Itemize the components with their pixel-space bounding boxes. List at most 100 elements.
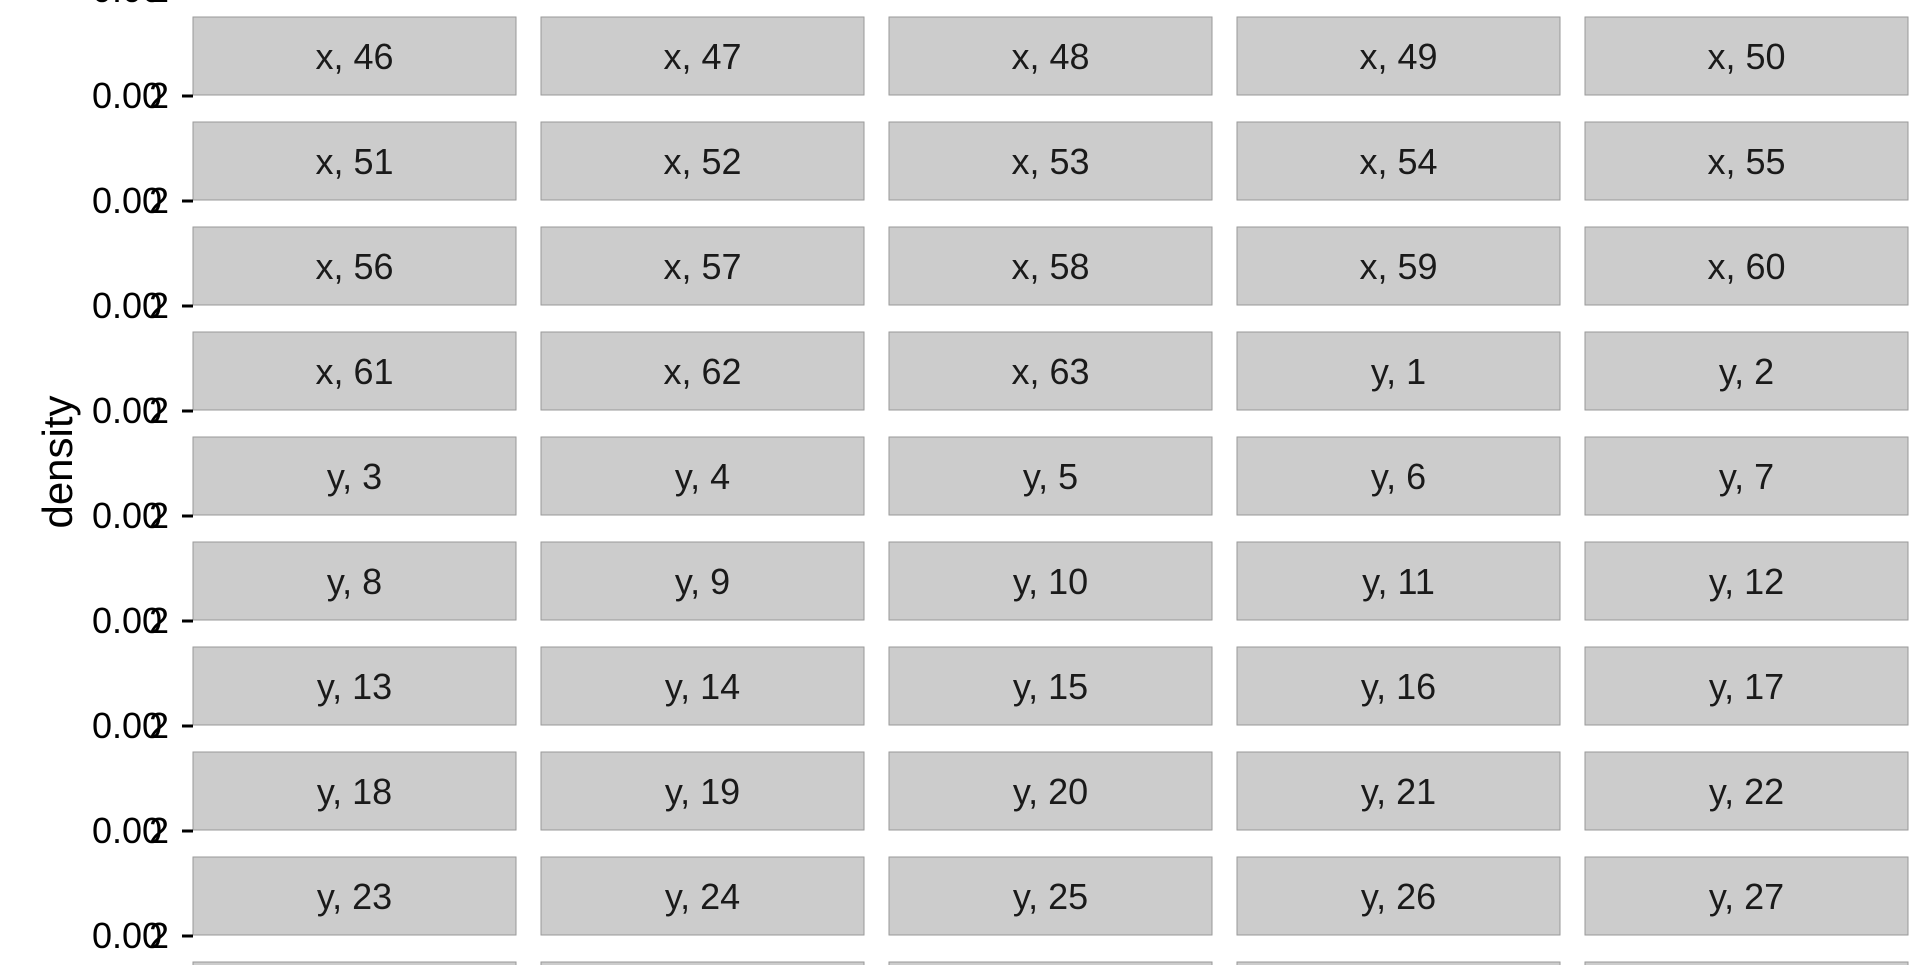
- y-tick-label: 0.00: [92, 0, 162, 10]
- y-tick-label: 0.00: [92, 285, 162, 326]
- facet-strip: [1584, 331, 1909, 411]
- facet-strip: [888, 436, 1213, 516]
- facet-strip: [540, 646, 865, 726]
- facet-strip: [192, 541, 517, 621]
- y-tick-overlap-label: 2: [149, 810, 169, 851]
- facet-strip: [1584, 751, 1909, 831]
- facet-strip: [540, 331, 865, 411]
- y-tick-overlap-label: 2: [149, 180, 169, 221]
- facet-strip: [540, 961, 865, 965]
- facet-strip: [1584, 226, 1909, 306]
- facet-strip-label: y, 17: [1709, 666, 1784, 707]
- facet-strip-label: x, 48: [1011, 36, 1089, 77]
- facet-strip: [1584, 436, 1909, 516]
- facet-strip-label: x, 56: [315, 246, 393, 287]
- facet-strip-label: y, 24: [665, 876, 740, 917]
- facet-strip: [888, 121, 1213, 201]
- facet-strip: [540, 856, 865, 936]
- facet-strip-label: y, 22: [1709, 771, 1784, 812]
- facet-strip: [1584, 541, 1909, 621]
- facet-strip-label: x, 59: [1359, 246, 1437, 287]
- y-tick-label: 0.00: [92, 705, 162, 746]
- facet-strip-label: x, 54: [1359, 141, 1437, 182]
- facet-strip: [540, 541, 865, 621]
- facet-strip-label: y, 1: [1371, 351, 1426, 392]
- facet-strip-label: y, 12: [1709, 561, 1784, 602]
- facet-strip-label: y, 26: [1361, 876, 1436, 917]
- y-tick-label: 0.00: [92, 75, 162, 116]
- facet-strip-label: y, 21: [1361, 771, 1436, 812]
- facet-strip: [540, 16, 865, 96]
- facet-strip: [1236, 226, 1561, 306]
- facet-strip-label: y, 3: [327, 456, 382, 497]
- facet-strip: [888, 751, 1213, 831]
- facet-strip: [1236, 331, 1561, 411]
- facet-strip-label: y, 23: [317, 876, 392, 917]
- y-tick-label: 0.00: [92, 915, 162, 956]
- facet-strip-label: x, 49: [1359, 36, 1437, 77]
- facet-strip: [192, 121, 517, 201]
- facet-strip: [192, 646, 517, 726]
- facet-strip-label: x, 60: [1707, 246, 1785, 287]
- facet-strip-label: x, 61: [315, 351, 393, 392]
- facet-strip: [540, 226, 865, 306]
- facet-strip: [888, 226, 1213, 306]
- facet-strip: [888, 961, 1213, 965]
- facet-strip: [1236, 541, 1561, 621]
- facet-strip: [192, 961, 517, 965]
- facet-strip: [888, 331, 1213, 411]
- facet-strip: [1236, 646, 1561, 726]
- y-tick-overlap-label: 2: [149, 705, 169, 746]
- facet-strip: [1236, 961, 1561, 965]
- facet-strip-label: y, 10: [1013, 561, 1088, 602]
- facet-strip-label: x, 51: [315, 141, 393, 182]
- facet-strip: [1584, 121, 1909, 201]
- facet-strip-label: y, 20: [1013, 771, 1088, 812]
- facet-strip: [540, 121, 865, 201]
- y-tick-overlap-label: 2: [149, 75, 169, 116]
- facet-strip-label: y, 18: [317, 771, 392, 812]
- facet-strip: [1584, 646, 1909, 726]
- facet-strip-label: y, 25: [1013, 876, 1088, 917]
- y-tick-overlap-label: 2: [149, 0, 169, 10]
- facet-strip: [192, 856, 517, 936]
- facet-strip: [888, 646, 1213, 726]
- facet-strip-label: y, 14: [665, 666, 740, 707]
- facet-strip-label: y, 2: [1719, 351, 1774, 392]
- facet-strip-label: x, 50: [1707, 36, 1785, 77]
- y-tick-label: 0.00: [92, 180, 162, 221]
- facet-strip: [1236, 16, 1561, 96]
- facet-strip: [1584, 961, 1909, 965]
- y-tick-label: 0.00: [92, 390, 162, 431]
- facet-strip-label: y, 7: [1719, 456, 1774, 497]
- facet-strip-label: y, 16: [1361, 666, 1436, 707]
- y-tick-label: 0.00: [92, 810, 162, 851]
- facet-strip-label: y, 13: [317, 666, 392, 707]
- facet-strip: [192, 751, 517, 831]
- facet-strip-label: x, 62: [663, 351, 741, 392]
- facet-strip: [192, 16, 517, 96]
- y-tick-overlap-label: 2: [149, 390, 169, 431]
- y-tick-overlap-label: 2: [149, 495, 169, 536]
- facet-strip-label: x, 46: [315, 36, 393, 77]
- facet-strip-label: x, 55: [1707, 141, 1785, 182]
- facet-strip: [1236, 121, 1561, 201]
- y-tick-overlap-label: 2: [149, 600, 169, 641]
- y-tick-overlap-label: 2: [149, 915, 169, 956]
- facet-strip: [888, 856, 1213, 936]
- facet-strip-label: y, 5: [1023, 456, 1078, 497]
- facet-strip: [888, 16, 1213, 96]
- y-tick-label: 0.00: [92, 600, 162, 641]
- facet-strip-label: y, 6: [1371, 456, 1426, 497]
- facet-strip-label: y, 4: [675, 456, 730, 497]
- facet-strip: [888, 541, 1213, 621]
- facet-strip: [192, 226, 517, 306]
- facet-strip: [192, 331, 517, 411]
- y-tick-label: 0.00: [92, 495, 162, 536]
- facet-strip: [192, 436, 517, 516]
- facet-strip-label: y, 27: [1709, 876, 1784, 917]
- facet-strip-label: x, 63: [1011, 351, 1089, 392]
- y-tick-overlap-label: 2: [149, 285, 169, 326]
- facet-strip: [1584, 16, 1909, 96]
- facet-strip-label: y, 15: [1013, 666, 1088, 707]
